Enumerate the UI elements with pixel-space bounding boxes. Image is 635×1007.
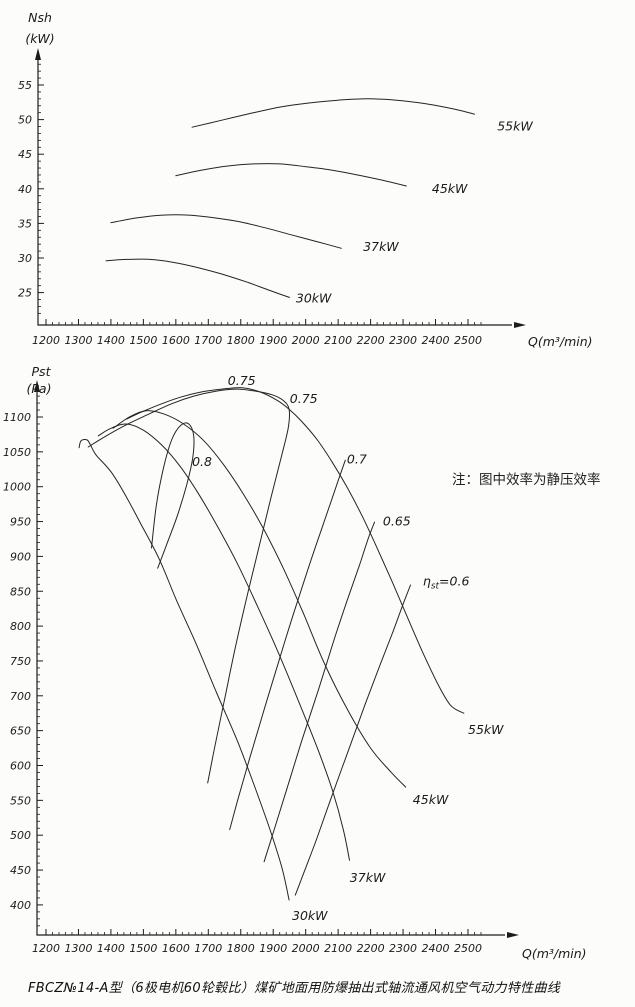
pressure-x-tick-label: 1500 — [129, 942, 157, 955]
pressure-y-axis-title: Pst — [32, 364, 52, 379]
curve-label-power-37kW: 37kW — [363, 239, 399, 254]
power-x-tick-label: 2500 — [454, 334, 482, 347]
pressure-y-tick-label: 750 — [10, 655, 31, 668]
power-x-tick-label: 1800 — [227, 334, 255, 347]
pressure-y-tick-label: 1000 — [3, 481, 31, 494]
power-axes — [37, 60, 512, 326]
curve-label-power-55kW: 55kW — [497, 119, 533, 134]
power-y-tick-label: 40 — [18, 183, 32, 196]
power-y-axis-unit: (kW) — [25, 31, 54, 46]
power-x-tick-label: 1700 — [194, 334, 222, 347]
pressure-x-tick-label: 1300 — [64, 942, 92, 955]
power-x-tick-label: 1900 — [259, 334, 287, 347]
power-y-tick-label: 30 — [18, 252, 32, 265]
pressure-x-tick-label: 1800 — [227, 942, 255, 955]
pressure-y-tick-label: 650 — [10, 725, 31, 738]
pressure-y-tick-label: 850 — [10, 585, 31, 598]
power-y-tick-label: 55 — [18, 79, 32, 92]
curve-power-30kW — [105, 258, 290, 298]
contour-eta-0.7 — [229, 459, 346, 831]
caption-text: FBCZ№14-A型（6极电机60轮毂比）煤矿地面用防爆抽出式轴流通风机空气动力… — [28, 980, 561, 996]
pressure-y-tick-label: 600 — [10, 760, 31, 773]
curve-pressure-37kW — [97, 423, 350, 861]
curve-label-pressure-45kW: 45kW — [413, 792, 449, 807]
contour-label-eta-0.7: 0.7 — [347, 452, 367, 467]
curve-power-37kW — [110, 214, 342, 249]
pressure-y-tick-label: 400 — [10, 899, 31, 912]
curve-pressure-55kW — [126, 387, 465, 714]
pressure-y-tick-label: 800 — [10, 620, 31, 633]
curve-label-pressure-37kW: 37kW — [350, 870, 386, 885]
pressure-x-tick-label: 2000 — [292, 942, 320, 955]
curve-label-pressure-55kW: 55kW — [468, 722, 504, 737]
pressure-y-tick-label: 700 — [10, 690, 31, 703]
power-chart: 1200 1300 1400 1500 1600 1700 1800 1900 2000 2100… — [18, 10, 593, 349]
pressure-x-tick-label: 2200 — [357, 942, 385, 955]
power-x-tick-label: 2100 — [324, 334, 352, 347]
contour-eta-0.8 — [151, 422, 195, 569]
power-y-tick-label: 25 — [18, 287, 32, 300]
power-x-tick-label: 1300 — [64, 334, 92, 347]
contour-eta-0.6 — [294, 584, 411, 896]
contour-label-eta-0.8: 0.8 — [192, 454, 212, 469]
curve-power-55kW — [191, 98, 475, 128]
pressure-y-tick-label: 1100 — [3, 411, 31, 424]
power-x-tick-label: 2000 — [292, 334, 320, 347]
power-x-tick-label: 1600 — [162, 334, 190, 347]
pressure-x-tick-label: 1200 — [32, 942, 60, 955]
pressure-y-tick-label: 900 — [10, 550, 31, 563]
pressure-x-tick-label: 2500 — [454, 942, 482, 955]
curve-label-power-30kW: 30kW — [296, 290, 332, 305]
power-y-axis-title: Nsh — [28, 10, 52, 25]
curve-power-45kW — [175, 163, 407, 187]
power-x-axis-title: Q(m³/min) — [528, 334, 593, 349]
power-x-tick-label: 1200 — [32, 334, 60, 347]
pressure-y-tick-label: 950 — [10, 516, 31, 529]
power-x-tick-label: 2300 — [389, 334, 417, 347]
curve-label-pressure-30kW: 30kW — [292, 908, 328, 923]
power-x-tick-label: 2200 — [357, 334, 385, 347]
power-x-tick-label: 1500 — [129, 334, 157, 347]
power-y-tick-label: 45 — [18, 148, 32, 161]
pressure-x-axis-arrow — [507, 932, 519, 938]
pressure-y-tick-label: 500 — [10, 829, 31, 842]
pressure-x-tick-label: 2300 — [389, 942, 417, 955]
note-text: 注：图中效率为静压效率 — [452, 471, 601, 488]
curve-pressure-30kW — [78, 438, 290, 901]
pressure-y-tick-label: 450 — [10, 864, 31, 877]
power-x-axis-arrow — [514, 322, 526, 328]
curve-pressure-45kW — [112, 410, 407, 788]
pressure-y-axis-arrow — [34, 380, 40, 392]
curve-label-power-45kW: 45kW — [432, 181, 468, 196]
pressure-x-tick-label: 2100 — [324, 942, 352, 955]
power-x-tick-label: 1400 — [97, 334, 125, 347]
pressure-x-tick-label: 1400 — [97, 942, 125, 955]
power-y-tick-label: 35 — [18, 217, 32, 230]
contour-label-eta-0.75: 0.75 — [228, 373, 256, 388]
contour-label-eta-0.65: 0.65 — [383, 514, 411, 529]
pressure-chart: 1200 1300 1400 1500 1600 1700 1800 1900 2000 2100… — [3, 364, 587, 961]
pressure-x-tick-label: 1700 — [194, 942, 222, 955]
contour-label-eta-0.75: 0.75 — [290, 391, 318, 406]
pressure-x-axis-title: Q(m³/min) — [522, 946, 587, 961]
contour-eta-0.65 — [263, 521, 375, 863]
contour-eta-0.75 — [87, 388, 291, 784]
contour-label-eta-0.6: ηst=0.6 — [423, 574, 470, 592]
pressure-x-tick-label: 1900 — [259, 942, 287, 955]
power-x-tick-label: 2400 — [422, 334, 450, 347]
pressure-y-axis-unit: (Pa) — [27, 381, 52, 396]
pressure-axes — [36, 392, 505, 936]
pressure-y-tick-label: 550 — [10, 794, 31, 807]
pressure-x-tick-label: 2400 — [422, 942, 450, 955]
pressure-x-tick-label: 1600 — [162, 942, 190, 955]
pressure-y-tick-label: 1050 — [3, 446, 31, 459]
power-y-axis-arrow — [35, 48, 41, 60]
power-y-tick-label: 50 — [18, 114, 32, 127]
